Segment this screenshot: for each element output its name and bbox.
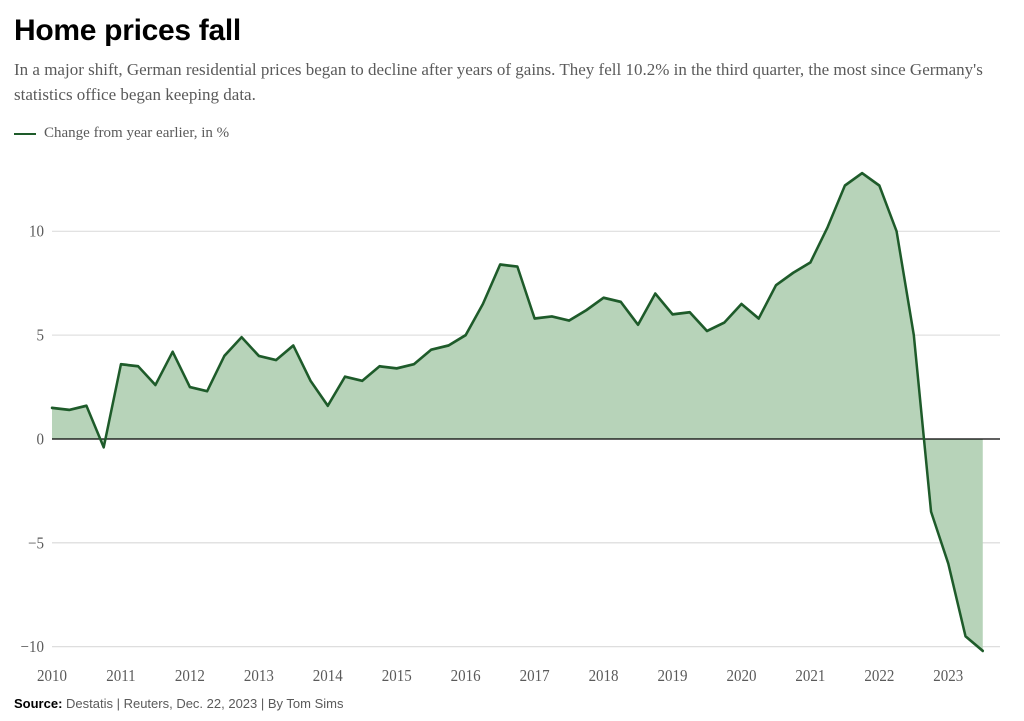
svg-text:0: 0	[36, 431, 44, 449]
svg-text:2021: 2021	[795, 668, 825, 686]
svg-text:2020: 2020	[726, 668, 756, 686]
svg-text:2022: 2022	[864, 668, 894, 686]
svg-text:2023: 2023	[933, 668, 963, 686]
legend-swatch	[14, 133, 36, 135]
svg-text:10: 10	[29, 223, 44, 241]
svg-text:2019: 2019	[658, 668, 688, 686]
chart-area: −10 −5 0 5 10 2010 2011 2012 2013 2014 2015 2016 201…	[14, 152, 1006, 688]
svg-text:2015: 2015	[382, 668, 412, 686]
legend: Change from year earlier, in %	[14, 125, 1006, 142]
chart-subtitle: In a major shift, German residential pri…	[14, 58, 994, 107]
source-text: Destatis | Reuters, Dec. 22, 2023 | By T…	[66, 696, 343, 711]
chart-title: Home prices fall	[14, 14, 1006, 48]
svg-text:−5: −5	[28, 535, 44, 553]
svg-text:2016: 2016	[451, 668, 481, 686]
svg-text:5: 5	[36, 327, 44, 345]
legend-label: Change from year earlier, in %	[44, 125, 229, 142]
svg-text:2018: 2018	[589, 668, 619, 686]
source-label: Source:	[14, 696, 66, 711]
area-chart: −10 −5 0 5 10 2010 2011 2012 2013 2014 2015 2016 201…	[14, 152, 1006, 688]
svg-text:2012: 2012	[175, 668, 205, 686]
source-line: Source: Destatis | Reuters, Dec. 22, 202…	[14, 696, 1006, 711]
svg-text:2014: 2014	[313, 668, 343, 686]
svg-text:2010: 2010	[37, 668, 67, 686]
svg-text:2013: 2013	[244, 668, 274, 686]
svg-text:−10: −10	[21, 639, 45, 657]
svg-text:2017: 2017	[520, 668, 550, 686]
svg-text:2011: 2011	[106, 668, 135, 686]
